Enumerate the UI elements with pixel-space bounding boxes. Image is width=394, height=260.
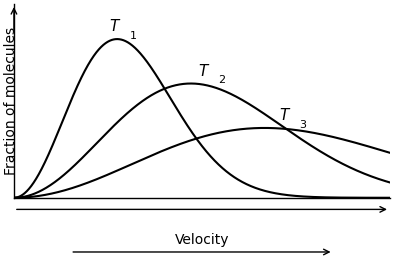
Text: Velocity: Velocity xyxy=(175,233,229,247)
Text: T: T xyxy=(110,19,119,34)
Text: T: T xyxy=(198,64,208,79)
Text: 2: 2 xyxy=(218,75,226,85)
Text: 1: 1 xyxy=(130,31,137,41)
Y-axis label: Fraction of molecules: Fraction of molecules xyxy=(4,27,18,175)
Text: 3: 3 xyxy=(299,120,307,129)
Text: T: T xyxy=(279,108,289,123)
